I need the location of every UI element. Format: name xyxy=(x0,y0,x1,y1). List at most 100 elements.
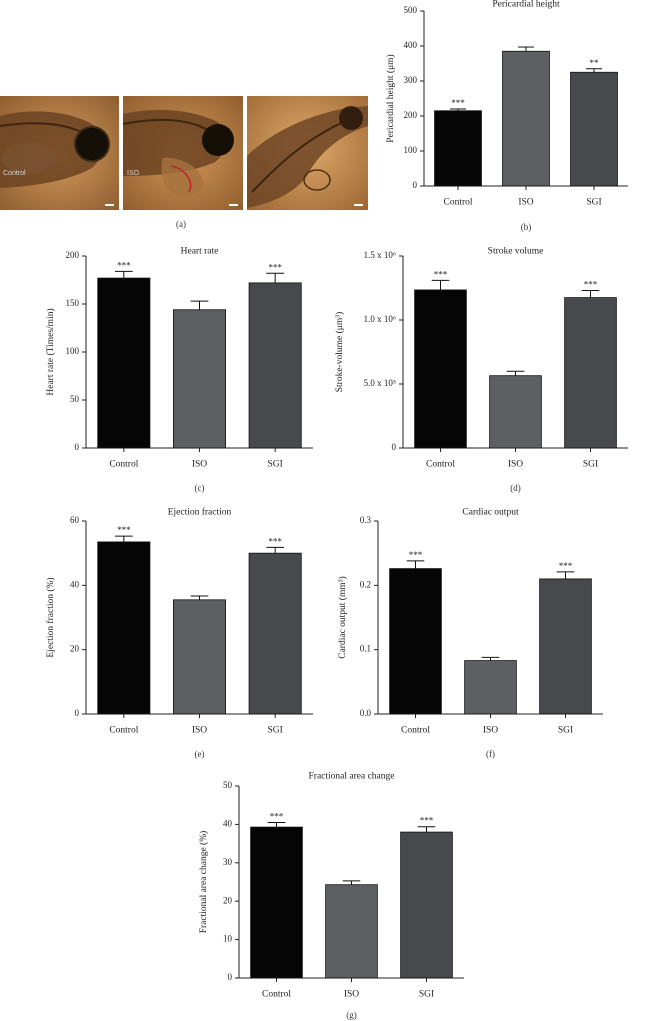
y-tick-label: 0.3 xyxy=(360,515,372,525)
y-tick-label: 150 xyxy=(66,298,80,308)
significance-label: *** xyxy=(434,269,448,279)
x-tick-label: ISO xyxy=(192,460,207,470)
y-axis-label: Ejection fraction (%) xyxy=(45,577,56,657)
x-tick-label: Control xyxy=(443,198,472,208)
bar xyxy=(570,71,618,187)
chart-title: Cardiac output xyxy=(462,508,519,518)
panel-caption-a: (a) xyxy=(176,219,186,229)
panel-caption: (g) xyxy=(346,1010,357,1020)
bar xyxy=(325,884,378,979)
zebrafish-photo xyxy=(247,96,368,210)
zebrafish-photo xyxy=(123,96,243,210)
y-tick-label: 40 xyxy=(223,818,233,828)
y-tick-label: 20 xyxy=(70,644,80,654)
y-axis-label: Cardiac output (mm³) xyxy=(337,576,348,659)
x-tick-label: SGI xyxy=(419,990,434,1000)
x-tick-label: Control xyxy=(426,460,455,470)
zebrafish-image-sgi xyxy=(247,96,368,210)
y-axis-label: Stroke-volume (μm³) xyxy=(334,312,345,393)
bar xyxy=(564,297,617,449)
y-tick-label: 100 xyxy=(404,145,418,155)
y-tick-label: 500 xyxy=(404,5,418,15)
scale-bar xyxy=(105,204,114,206)
chart-title: Stroke volume xyxy=(488,247,544,257)
zebrafish-photo xyxy=(0,96,119,210)
chart-title: Ejection fraction xyxy=(168,507,232,518)
y-tick-label: 40 xyxy=(70,579,80,589)
y-tick-label: 10 xyxy=(223,934,233,944)
y-tick-label: 0 xyxy=(75,442,80,452)
y-tick-label: 0 xyxy=(75,708,80,718)
significance-label: *** xyxy=(117,260,131,270)
bar xyxy=(248,282,302,449)
panel-caption: (b) xyxy=(521,222,532,232)
bar xyxy=(250,826,303,979)
y-tick-label: 100 xyxy=(66,346,80,356)
x-tick-label: Control xyxy=(109,460,138,470)
scale-bar xyxy=(229,204,238,206)
y-tick-label: 50 xyxy=(70,394,80,404)
y-tick-label: 50 xyxy=(223,780,233,790)
significance-label: ** xyxy=(590,58,600,68)
chart-title: Pericardial height xyxy=(492,0,560,10)
scale-bar xyxy=(354,204,363,206)
image-label-iso: ISO xyxy=(127,170,140,177)
x-tick-label: SGI xyxy=(586,198,601,208)
significance-label: *** xyxy=(559,561,573,571)
panel-caption: (c) xyxy=(195,483,205,493)
zebrafish-image-iso: ISO xyxy=(123,96,243,210)
x-tick-label: SGI xyxy=(583,460,598,470)
x-tick-label: Control xyxy=(401,726,430,736)
x-tick-label: SGI xyxy=(558,726,573,736)
y-axis-label: Heart rate (Times/min) xyxy=(45,308,56,395)
significance-label: *** xyxy=(584,280,598,290)
significance-label: *** xyxy=(409,550,423,560)
y-tick-label: 5.0 x 10⁵ xyxy=(364,378,396,388)
chart-title: Heart rate xyxy=(181,247,219,257)
y-axis-label: Pericardial height (μm) xyxy=(385,54,396,142)
image-label-control: Control xyxy=(3,170,26,177)
y-tick-label: 1.5 x 10⁶ xyxy=(364,250,396,260)
x-tick-label: ISO xyxy=(344,990,359,1000)
x-tick-label: Control xyxy=(262,990,291,1000)
y-tick-label: 20 xyxy=(223,895,233,905)
x-tick-label: Control xyxy=(109,726,138,736)
bar xyxy=(489,375,542,449)
x-tick-label: SGI xyxy=(268,726,283,736)
y-tick-label: 200 xyxy=(404,110,418,120)
significance-label: *** xyxy=(451,98,465,108)
x-tick-label: ISO xyxy=(518,198,533,208)
panel-caption: (f) xyxy=(486,749,495,759)
y-tick-label: 0.0 xyxy=(360,708,372,718)
significance-label: *** xyxy=(270,811,284,821)
bar xyxy=(414,289,467,449)
significance-label: *** xyxy=(268,262,282,272)
panel-caption: (d) xyxy=(510,483,521,493)
x-tick-label: ISO xyxy=(483,726,498,736)
significance-label: *** xyxy=(420,816,434,826)
y-tick-label: 0.2 xyxy=(360,579,371,589)
x-tick-label: SGI xyxy=(268,460,283,470)
y-tick-label: 0 xyxy=(392,442,397,452)
y-tick-label: 400 xyxy=(404,40,418,50)
y-tick-label: 0 xyxy=(228,972,233,982)
bar xyxy=(172,599,227,715)
bar xyxy=(502,50,550,187)
bar xyxy=(172,309,227,449)
chart-title: Fractional area change xyxy=(309,772,395,782)
y-tick-label: 0.1 xyxy=(360,644,371,654)
x-tick-label: ISO xyxy=(508,460,523,470)
bar xyxy=(97,277,151,449)
panel-caption: (e) xyxy=(195,749,205,759)
significance-label: *** xyxy=(268,536,282,546)
y-tick-label: 300 xyxy=(404,75,418,85)
significance-label: *** xyxy=(117,525,131,535)
y-tick-label: 0 xyxy=(413,180,418,190)
